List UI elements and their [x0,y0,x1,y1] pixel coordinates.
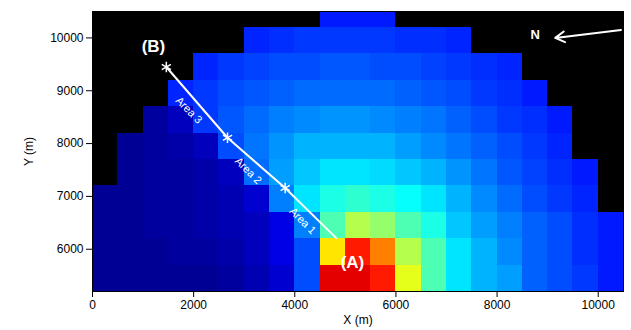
svg-text:4000: 4000 [281,298,308,312]
svg-text:Y (m): Y (m) [22,137,36,166]
svg-text:9000: 9000 [57,84,84,98]
svg-text:Area 3: Area 3 [173,94,204,125]
svg-text:2000: 2000 [180,298,207,312]
svg-text:X (m): X (m) [343,313,372,327]
svg-text:8000: 8000 [484,298,511,312]
svg-text:Area 1: Area 1 [287,205,318,236]
svg-text:Area 2: Area 2 [233,155,264,186]
svg-text:0: 0 [89,298,96,312]
svg-text:6000: 6000 [57,242,84,256]
svg-text:N: N [531,27,540,42]
svg-text:6000: 6000 [383,298,410,312]
svg-text:8000: 8000 [57,136,84,150]
svg-text:7000: 7000 [57,189,84,203]
svg-text:(B): (B) [142,37,166,56]
svg-text:(A): (A) [341,253,365,272]
svg-text:10000: 10000 [50,31,84,45]
svg-text:10000: 10000 [582,298,616,312]
